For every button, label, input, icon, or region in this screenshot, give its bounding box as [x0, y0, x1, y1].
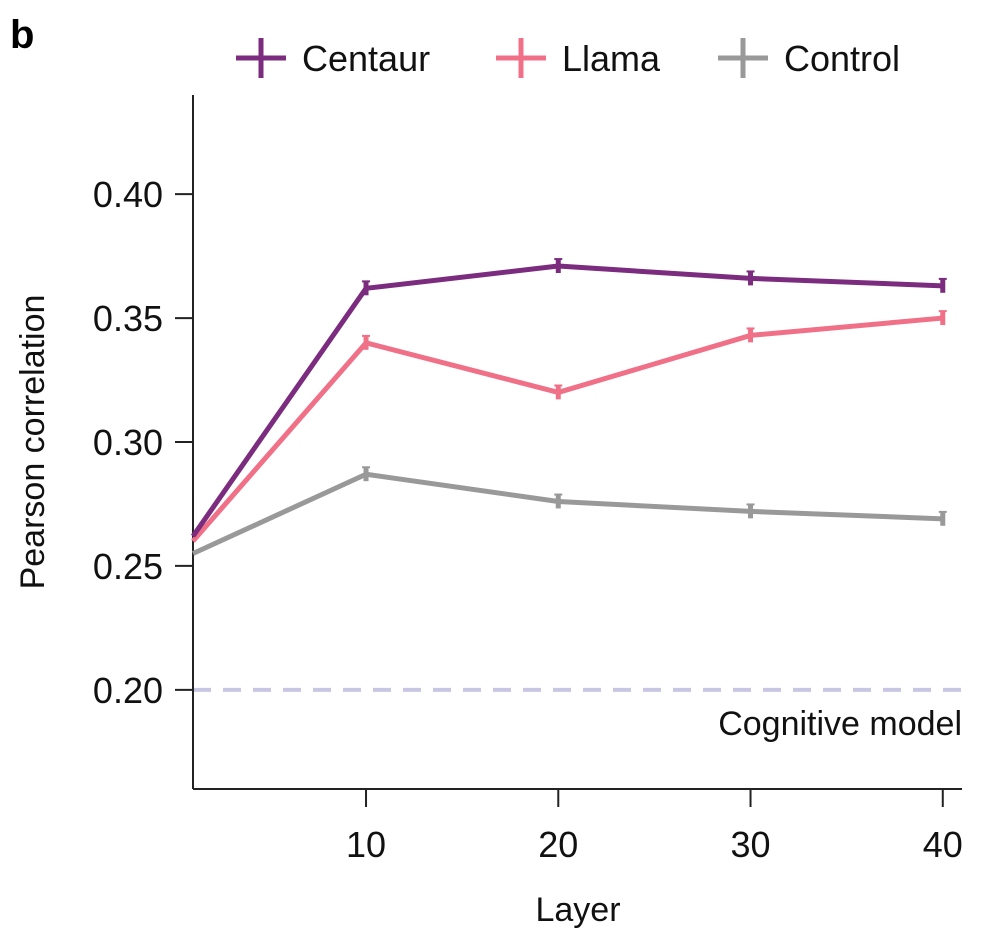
- x-tick-label: 30: [731, 824, 771, 865]
- x-tick-label: 20: [538, 824, 578, 865]
- control-series-line: [191, 471, 943, 556]
- y-ticks: 0.20 0.25 0.30 0.35 0.40: [93, 174, 193, 711]
- panel-letter: b: [10, 13, 34, 57]
- legend-item-centaur: Centaur: [236, 38, 430, 79]
- legend-item-control: Control: [718, 38, 900, 79]
- x-tick-label: 40: [923, 824, 963, 865]
- llama-series-line: [191, 315, 943, 543]
- y-axis-title: Pearson correlation: [14, 295, 52, 590]
- llama-legend-label: Llama: [562, 38, 661, 79]
- centaur-legend-label: Centaur: [302, 38, 430, 79]
- series-group: [190, 258, 947, 556]
- cognitive-model-label: Cognitive model: [718, 705, 962, 743]
- axes: [192, 95, 962, 790]
- centaur-series-line: [190, 263, 943, 538]
- control-legend-label: Control: [784, 38, 900, 79]
- y-tick-label: 0.25: [93, 546, 163, 587]
- x-ticks: 10 20 30 40: [346, 789, 963, 865]
- y-tick-label: 0.30: [93, 422, 163, 463]
- reference-line-group: Cognitive model: [193, 687, 962, 743]
- x-axis-title: Layer: [535, 891, 620, 929]
- y-tick-label: 0.20: [93, 670, 163, 711]
- y-tick-label: 0.35: [93, 298, 163, 339]
- legend-item-llama: Llama: [496, 38, 661, 79]
- x-tick-label: 10: [346, 824, 386, 865]
- y-tick-label: 0.40: [93, 174, 163, 215]
- legend: Centaur Llama Control: [236, 38, 900, 79]
